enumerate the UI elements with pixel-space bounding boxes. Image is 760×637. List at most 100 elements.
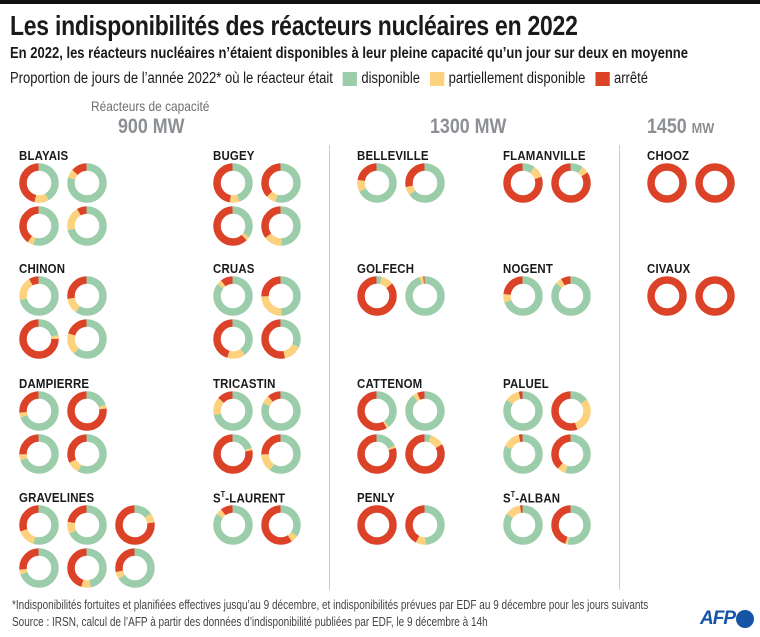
reactor-donut xyxy=(357,505,397,545)
reactor-donut xyxy=(115,548,155,588)
plant-name: CATTENOM xyxy=(357,376,423,391)
donut-segment-partiel xyxy=(213,319,253,359)
donut-segment-arrete xyxy=(19,505,59,545)
plant-label: PALUEL xyxy=(503,376,549,391)
donut-segment-arrete xyxy=(261,276,301,316)
plant-label: FLAMANVILLE xyxy=(503,148,586,163)
plant-name-sup: T xyxy=(510,490,516,499)
reactor-donut xyxy=(503,391,543,431)
plant-label: ST-LAURENT xyxy=(213,490,285,505)
reactor-donut xyxy=(261,206,301,246)
divider-1300-1450 xyxy=(619,145,620,590)
reactor-donut xyxy=(213,319,253,359)
afp-logo-text: AFP xyxy=(700,608,736,629)
plant-label: GRAVELINES xyxy=(19,490,94,505)
reactor-donut xyxy=(67,206,107,246)
donut-segment-arrete xyxy=(357,434,397,474)
chart-title: Les indisponibilités des réacteurs nuclé… xyxy=(10,10,578,41)
donut-segment-arrete xyxy=(503,163,543,203)
donut-segment-arrete xyxy=(695,276,735,316)
reactor-donut xyxy=(551,434,591,474)
donut-segment-partiel xyxy=(67,206,107,246)
reactor-donut xyxy=(67,276,107,316)
reactor-donut xyxy=(115,505,155,545)
capacity-900: 900 MW xyxy=(118,115,185,138)
donut-segment-arrete xyxy=(115,505,155,545)
donut-segment-arrete xyxy=(503,434,543,474)
donut-segment-arrete xyxy=(19,163,59,203)
donut-segment-partiel xyxy=(19,276,59,316)
donut-segment-arrete xyxy=(19,434,59,474)
donut-segment-partiel xyxy=(19,319,59,359)
reactor-donut xyxy=(647,163,687,203)
donut-segment-arrete xyxy=(551,163,591,203)
reactor-donut xyxy=(551,505,591,545)
divider-900-1300 xyxy=(329,145,330,590)
chart-subtitle: En 2022, les réacteurs nucléaires n’étai… xyxy=(10,45,688,62)
reactor-donut xyxy=(67,163,107,203)
reactor-donut xyxy=(213,276,253,316)
reactor-donut xyxy=(67,505,107,545)
donut-segment-arrete xyxy=(551,505,591,545)
plant-label: CATTENOM xyxy=(357,376,422,391)
reactor-donut xyxy=(551,276,591,316)
donut-segment-arrete xyxy=(261,206,301,246)
plant-name: GOLFECH xyxy=(357,261,415,276)
reactor-donut xyxy=(261,391,301,431)
donut-segment-arrete xyxy=(213,434,253,474)
plant-label: PENLY xyxy=(357,490,395,505)
donut-segment-arrete xyxy=(19,548,59,588)
plant-name: PALUEL xyxy=(503,376,549,391)
plant-name: GRAVELINES xyxy=(19,490,95,505)
capacity-1300: 1300 MW xyxy=(430,115,507,138)
plant-label: ST-ALBAN xyxy=(503,490,560,505)
legend-swatch-partiel xyxy=(430,72,445,86)
donut-segment-partiel xyxy=(405,505,445,545)
footnote: *Indisponibilités fortuites et planifiée… xyxy=(12,598,649,612)
donut-segment-arrete xyxy=(357,505,397,545)
plant-name-rest: -ALBAN xyxy=(515,490,561,506)
reactor-donut xyxy=(67,319,107,359)
reactor-donut xyxy=(213,391,253,431)
donut-segment-arrete xyxy=(503,505,543,545)
donut-segment-arrete xyxy=(503,391,543,431)
reactor-donut xyxy=(261,276,301,316)
donut-segment-arrete xyxy=(19,276,59,316)
donut-segment-arrete xyxy=(67,206,107,246)
plant-name: DAMPIERRE xyxy=(19,376,90,391)
donut-segment-arrete xyxy=(357,163,397,203)
reactor-donut xyxy=(213,505,253,545)
reactor-donut xyxy=(67,434,107,474)
plant-name: BUGEY xyxy=(213,148,255,163)
plant-name: CHINON xyxy=(19,261,66,276)
reactor-donut xyxy=(67,548,107,588)
donut-segment-arrete xyxy=(213,206,253,246)
donut-segment-partiel xyxy=(213,163,253,203)
donut-segment-arrete xyxy=(67,163,107,203)
plant-label: BUGEY xyxy=(213,148,255,163)
donut-segment-arrete xyxy=(405,391,445,431)
reactor-donut xyxy=(647,276,687,316)
donut-segment-arrete xyxy=(67,548,107,588)
donut-segment-partiel xyxy=(357,163,397,203)
donut-segment-arrete xyxy=(213,505,253,545)
plant-name: BELLEVILLE xyxy=(357,148,429,163)
plant-name: TRICASTIN xyxy=(213,376,276,391)
donut-segment-partiel xyxy=(503,276,543,316)
donut-segment-arrete xyxy=(647,163,687,203)
donut-segment-partiel xyxy=(551,391,591,431)
donut-segment-arrete xyxy=(695,163,735,203)
plant-name: PENLY xyxy=(357,490,395,505)
reactor-donut xyxy=(405,434,445,474)
reactor-donut xyxy=(503,505,543,545)
reactor-donut xyxy=(357,276,397,316)
donut-segment-arrete xyxy=(405,276,445,316)
donut-segment-arrete xyxy=(213,391,253,431)
donut-segment-arrete xyxy=(19,206,59,246)
reactor-donut xyxy=(357,163,397,203)
capacity-1450-unit: MW xyxy=(691,120,715,137)
plant-label: CRUAS xyxy=(213,261,255,276)
reactor-donut xyxy=(261,319,301,359)
donut-segment-arrete xyxy=(405,434,445,474)
reactor-donut xyxy=(551,163,591,203)
